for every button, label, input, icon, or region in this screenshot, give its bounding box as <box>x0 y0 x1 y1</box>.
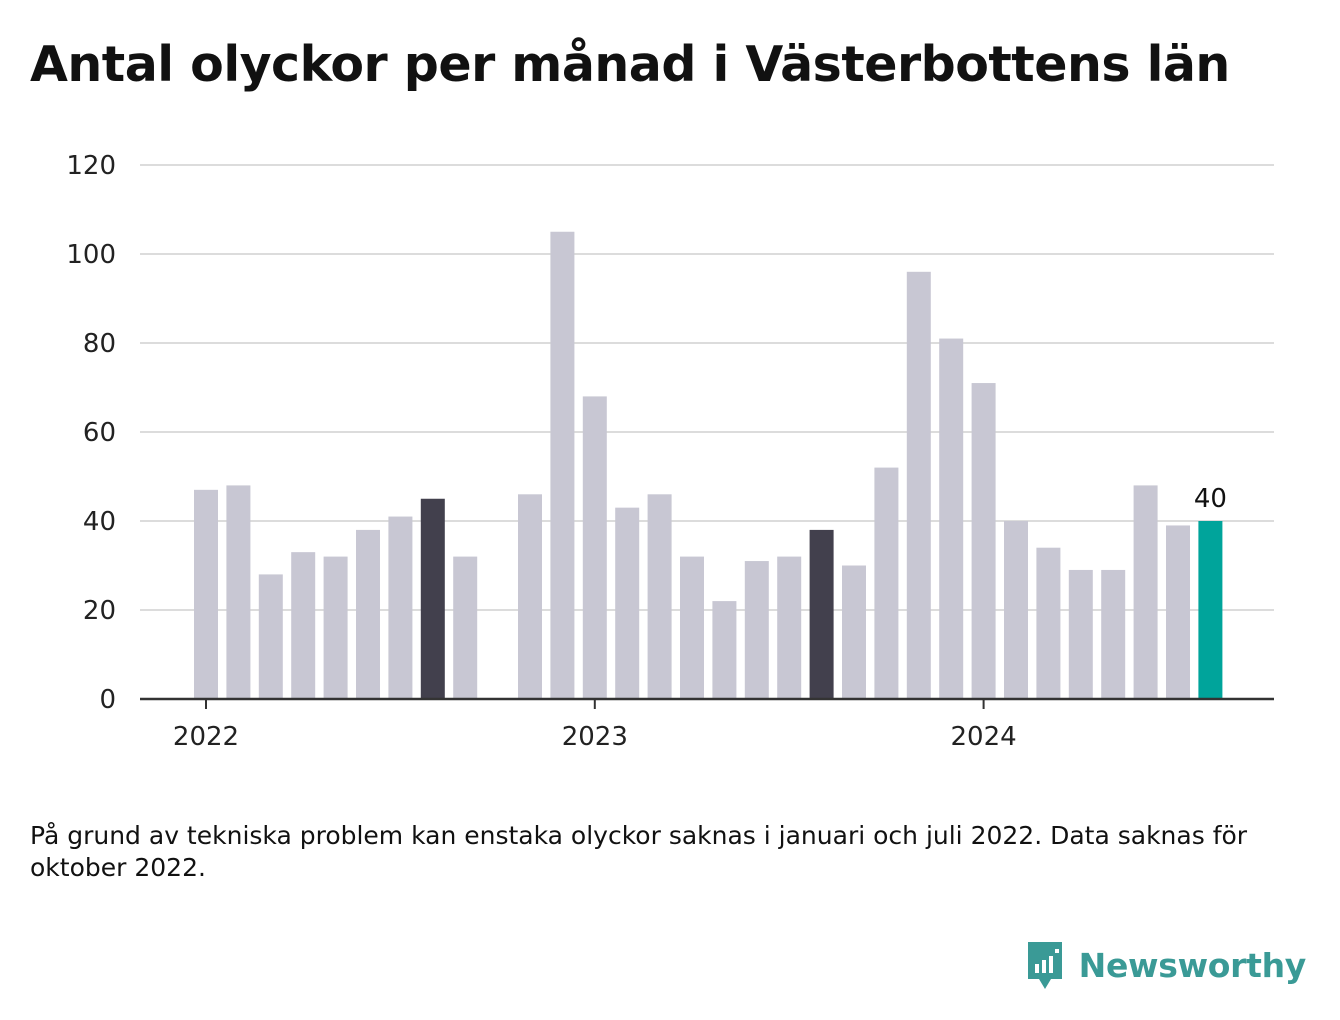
bar <box>323 556 348 699</box>
bar <box>971 383 996 699</box>
newsworthy-logo-icon <box>1027 942 1062 989</box>
x-tick-label: 2023 <box>562 722 628 752</box>
bar <box>420 498 445 699</box>
bar-chart: 0 20 40 60 80 100 120 40 2022 2023 2024 <box>66 151 1274 752</box>
y-tick-label: 20 <box>83 596 116 626</box>
chart-title: Antal olyckor per månad i Västerbottens … <box>30 36 1230 93</box>
bar <box>356 529 380 699</box>
footnote: På grund av tekniska problem kan enstaka… <box>30 821 1248 882</box>
y-tick-label: 120 <box>66 151 116 181</box>
y-tick-label: 0 <box>99 685 116 715</box>
bar <box>615 507 640 699</box>
bar <box>453 556 478 699</box>
bar <box>680 556 704 699</box>
y-tick-label: 80 <box>83 329 116 359</box>
y-tick-label: 40 <box>83 507 116 537</box>
bar <box>712 601 737 699</box>
bar <box>194 489 218 699</box>
bar <box>1004 521 1028 699</box>
bar <box>1068 569 1093 699</box>
y-tick-label: 60 <box>83 418 116 448</box>
bar <box>874 467 899 699</box>
bar <box>1101 569 1126 699</box>
x-tick-label: 2024 <box>951 722 1017 752</box>
bar <box>842 565 866 699</box>
bar <box>744 561 769 699</box>
x-tick-label: 2022 <box>173 722 239 752</box>
bar <box>906 271 931 699</box>
bar <box>777 556 802 699</box>
bar <box>939 338 964 699</box>
bar <box>388 516 413 699</box>
bar <box>291 552 316 699</box>
bar <box>518 494 542 699</box>
bar <box>809 529 834 699</box>
y-tick-label: 100 <box>66 240 116 270</box>
bar <box>582 396 607 699</box>
bar <box>1133 485 1158 699</box>
bar <box>1198 521 1223 699</box>
brand-badge[interactable]: Newsworthy <box>1025 938 1306 992</box>
data-label: 40 <box>1194 484 1227 514</box>
bar <box>258 574 283 699</box>
bar <box>226 485 251 699</box>
bar <box>647 494 672 699</box>
brand-name: Newsworthy <box>1078 945 1307 985</box>
bar <box>1036 547 1061 699</box>
bar <box>1166 525 1190 699</box>
bar <box>550 231 575 699</box>
